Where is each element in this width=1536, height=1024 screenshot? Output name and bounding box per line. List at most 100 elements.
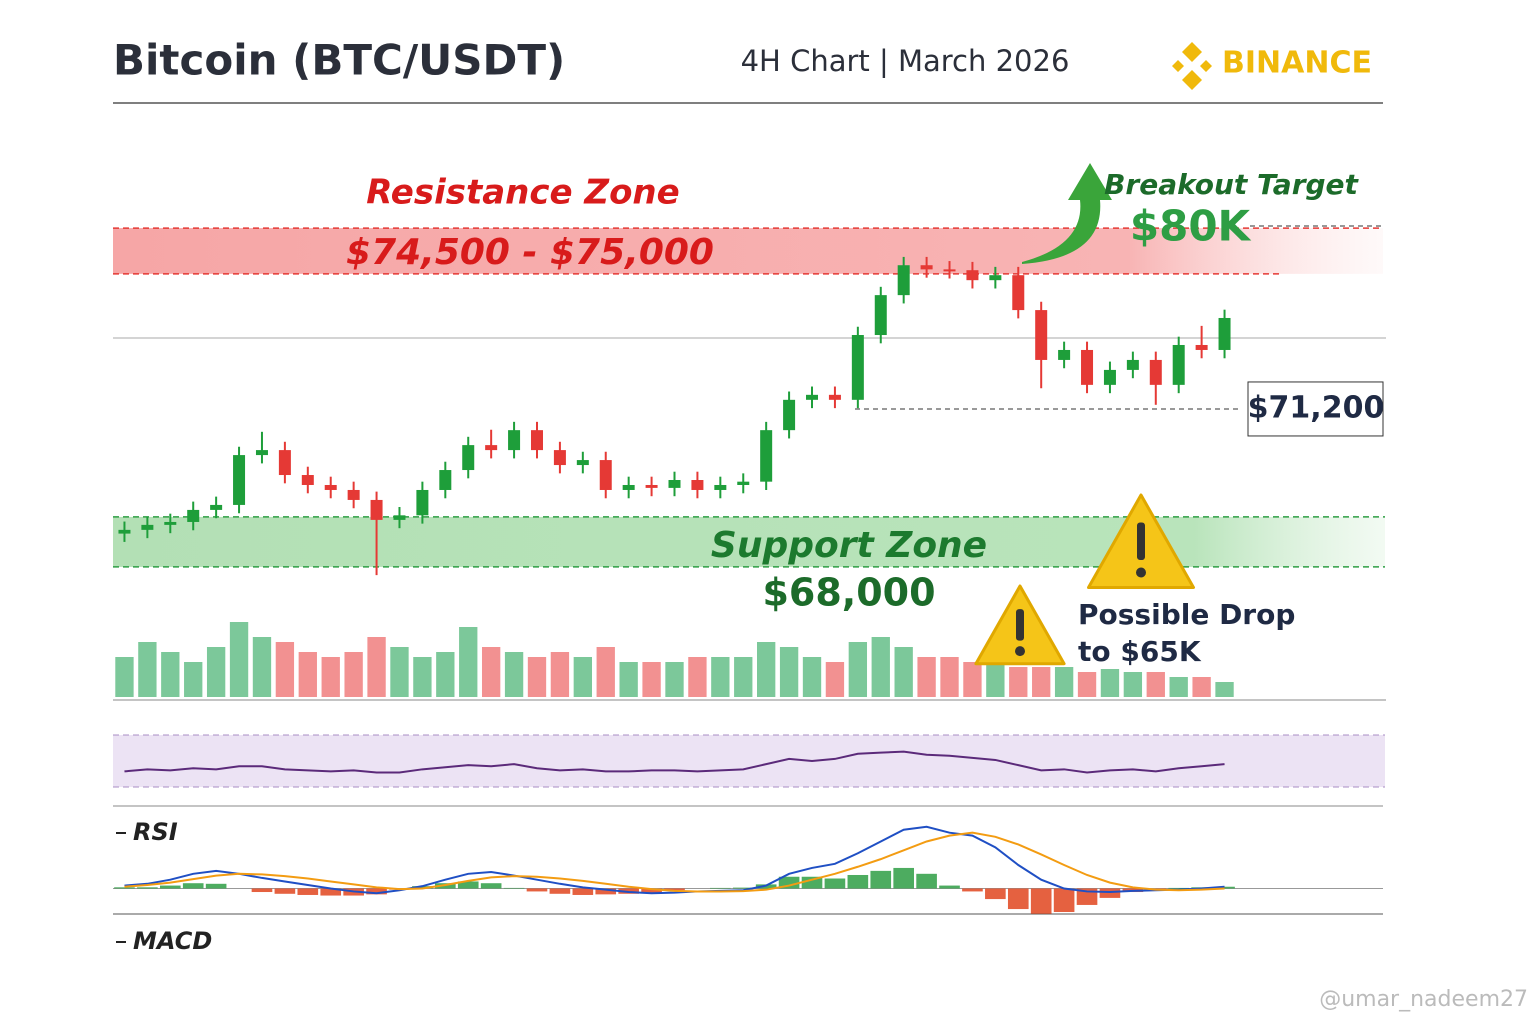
- candle-body: [485, 445, 498, 451]
- candle-body: [1126, 359, 1139, 370]
- candle-body: [783, 399, 796, 431]
- candle-body: [714, 484, 727, 490]
- breakout-value: $80K: [1130, 202, 1252, 251]
- resistance-range: $74,500 - $75,000: [346, 232, 714, 273]
- candle-body: [806, 394, 819, 400]
- candle-body: [1172, 344, 1185, 385]
- candle-body: [691, 480, 704, 490]
- macd-histogram: [1053, 888, 1075, 912]
- candle-body: [530, 430, 543, 451]
- macd-histogram: [251, 888, 273, 893]
- volume-bar: [986, 662, 1005, 697]
- macd-histogram: [847, 874, 869, 889]
- macd-histogram: [503, 887, 525, 889]
- volume-bar: [413, 657, 432, 697]
- drop-label: Possible Drop: [1078, 598, 1295, 631]
- candle-body: [1012, 275, 1025, 311]
- macd-macd-line: [124, 825, 1225, 895]
- volume-bar: [1032, 667, 1051, 697]
- macd-histogram: [366, 888, 387, 895]
- volume-bar: [1009, 667, 1028, 697]
- volume-bar: [940, 657, 959, 697]
- volume-bar: [527, 657, 547, 697]
- macd-histogram: [985, 888, 1006, 900]
- macd-histogram: [572, 888, 594, 895]
- macd-histogram: [595, 888, 617, 895]
- macd-histogram: [320, 888, 342, 896]
- watermark: @umar_nadeem27: [1319, 987, 1528, 1012]
- volume-bar: [550, 652, 570, 697]
- volume-bar: [802, 657, 822, 697]
- candle-body: [828, 394, 841, 400]
- macd-histogram: [732, 887, 754, 889]
- volume-bar: [642, 662, 661, 697]
- candle-body: [760, 430, 773, 482]
- volume-bar: [1077, 672, 1097, 697]
- volume-bar: [1215, 682, 1234, 697]
- volume-bar: [321, 657, 340, 697]
- macd-histogram: [274, 888, 296, 894]
- volume-bar: [229, 622, 249, 697]
- rsi-line: [124, 750, 1225, 774]
- macd-histogram: [870, 870, 892, 889]
- candle-body: [164, 521, 177, 525]
- title: Bitcoin (BTC/USDT): [113, 36, 565, 85]
- volume-bar: [344, 652, 363, 697]
- volume-bar: [596, 647, 615, 697]
- candle-body: [1103, 369, 1116, 385]
- brand: BINANCE: [1222, 46, 1372, 81]
- candle-body: [989, 275, 1002, 281]
- candle-body: [210, 504, 223, 510]
- macd-histogram: [1007, 888, 1029, 910]
- volume-bar: [1192, 677, 1211, 697]
- candle-body: [851, 335, 864, 400]
- macd-histogram: [1099, 888, 1121, 898]
- candle-body: [599, 460, 612, 490]
- volume-bar: [161, 652, 180, 697]
- macd-histogram: [480, 883, 502, 889]
- candle-body: [1058, 349, 1071, 360]
- volume-bar: [894, 647, 913, 697]
- macd-histogram: [205, 883, 227, 889]
- candle-body: [668, 480, 681, 488]
- volume-bar: [1146, 672, 1165, 697]
- volume-bar: [963, 662, 982, 697]
- volume-bar: [688, 657, 707, 697]
- candle-body: [1149, 359, 1162, 385]
- macd-histogram: [137, 887, 158, 889]
- breakout-arrow: [1022, 163, 1112, 264]
- candle-body: [943, 269, 956, 272]
- volume-bar: [504, 652, 524, 697]
- macd-histogram: [297, 888, 319, 895]
- volume-bar: [665, 662, 684, 697]
- volume-bar: [252, 637, 272, 697]
- candle-body: [897, 265, 910, 296]
- volume-bar: [481, 647, 501, 697]
- macd-histogram: [159, 885, 181, 889]
- volume-bar: [390, 647, 409, 697]
- volume-bar: [367, 637, 386, 697]
- candle-body: [1218, 317, 1231, 350]
- volume-bar: [734, 657, 753, 697]
- volume-bar: [436, 652, 455, 697]
- volume-bar: [115, 657, 134, 697]
- candle-body: [874, 295, 887, 336]
- volume-bar: [1123, 672, 1143, 697]
- volume-bar: [1169, 677, 1188, 697]
- rsi-band: [113, 735, 1385, 787]
- macd-histogram: [114, 887, 135, 889]
- candle-body: [370, 499, 383, 520]
- candle-body: [141, 524, 154, 530]
- volume-bar: [871, 637, 890, 697]
- macd-histogram: [641, 888, 662, 893]
- volume-bar: [138, 642, 157, 697]
- candle-body: [966, 270, 979, 281]
- candle-body: [301, 475, 314, 485]
- price-tag: [1247, 381, 1384, 437]
- rsi-label: RSI: [133, 818, 178, 846]
- volume-bar: [573, 657, 592, 697]
- macd-histogram: [1076, 888, 1098, 905]
- macd-histogram: [412, 886, 433, 889]
- candle-body: [737, 481, 750, 485]
